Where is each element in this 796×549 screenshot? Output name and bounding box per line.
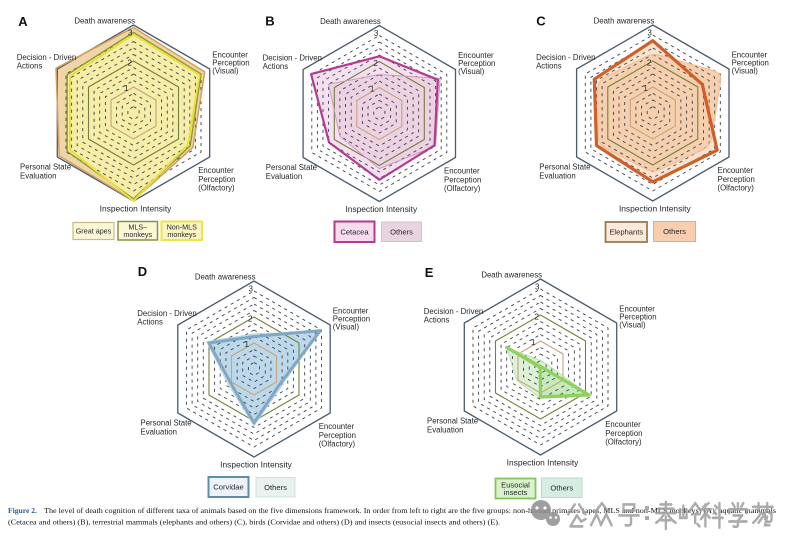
svg-text:Others: Others	[390, 227, 413, 236]
svg-text:Actions: Actions	[17, 61, 43, 70]
svg-text:A: A	[18, 14, 28, 29]
svg-text:Perception: Perception	[718, 175, 755, 184]
svg-text:Encounter: Encounter	[444, 167, 480, 176]
svg-text:Evaluation: Evaluation	[20, 171, 56, 180]
svg-text:Personal State: Personal State	[427, 417, 478, 426]
svg-text:Encounter: Encounter	[605, 420, 641, 429]
svg-text:(Visual): (Visual)	[732, 67, 759, 76]
svg-text:Others: Others	[550, 483, 573, 492]
svg-text:3: 3	[249, 285, 254, 294]
svg-text:Perception: Perception	[458, 59, 495, 68]
svg-text:Inspection Intensity: Inspection Intensity	[100, 204, 173, 214]
svg-text:Evaluation: Evaluation	[266, 172, 302, 181]
svg-text:Eusocial: Eusocial	[501, 480, 530, 489]
svg-text:3: 3	[535, 283, 540, 292]
svg-text:Evaluation: Evaluation	[427, 425, 463, 434]
svg-text:E: E	[425, 265, 434, 280]
svg-text:MLS–: MLS–	[128, 223, 147, 232]
svg-text:Perception: Perception	[319, 431, 356, 440]
svg-text:Encounter: Encounter	[718, 166, 754, 175]
svg-text:Death awareness: Death awareness	[195, 273, 256, 282]
svg-text:1: 1	[245, 340, 250, 349]
svg-text:Perception: Perception	[605, 429, 642, 438]
svg-text:Inspection Intensity: Inspection Intensity	[619, 204, 692, 214]
svg-text:Great apes: Great apes	[76, 227, 112, 236]
svg-text:Perception: Perception	[212, 58, 249, 67]
svg-text:Death awareness: Death awareness	[594, 17, 655, 26]
svg-text:1: 1	[643, 84, 648, 93]
svg-text:Encounter: Encounter	[319, 422, 355, 431]
svg-text:Decision - Driven: Decision - Driven	[263, 53, 322, 62]
svg-text:Corvidae: Corvidae	[213, 483, 243, 492]
svg-text:Decision - Driven: Decision - Driven	[17, 53, 76, 62]
svg-text:1: 1	[531, 338, 536, 347]
svg-text:monkeys: monkeys	[123, 230, 152, 239]
svg-text:(Olfactory): (Olfactory)	[198, 183, 235, 192]
svg-text:The level of death cognition o: The level of death cognition of differen…	[44, 506, 776, 515]
svg-text:Others: Others	[663, 227, 686, 236]
svg-text:Evaluation: Evaluation	[141, 427, 177, 436]
svg-text:Actions: Actions	[536, 61, 562, 70]
svg-text:Perception: Perception	[619, 312, 656, 321]
svg-text:Figure 2.: Figure 2.	[8, 506, 37, 515]
svg-text:2: 2	[535, 313, 540, 322]
svg-text:Inspection Intensity: Inspection Intensity	[220, 460, 293, 470]
svg-text:(Visual): (Visual)	[619, 321, 646, 330]
svg-text:Non-MLS: Non-MLS	[167, 223, 198, 232]
svg-text:Perception: Perception	[444, 175, 481, 184]
svg-text:Encounter: Encounter	[458, 51, 494, 60]
svg-text:Personal State: Personal State	[141, 419, 192, 428]
svg-text:(Visual): (Visual)	[458, 67, 485, 76]
svg-text:Evaluation: Evaluation	[539, 171, 575, 180]
svg-text:1: 1	[370, 85, 375, 94]
svg-text:Death awareness: Death awareness	[320, 17, 381, 26]
svg-text:Actions: Actions	[263, 62, 289, 71]
svg-text:Perception: Perception	[198, 175, 235, 184]
svg-text:Encounter: Encounter	[732, 51, 768, 60]
svg-text:(Visual): (Visual)	[333, 323, 360, 332]
svg-text:Perception: Perception	[732, 58, 769, 67]
svg-text:Cetacea: Cetacea	[340, 227, 369, 236]
svg-text:Decision - Driven: Decision - Driven	[536, 53, 595, 62]
svg-text:(Olfactory): (Olfactory)	[319, 439, 356, 448]
svg-text:Inspection Intensity: Inspection Intensity	[507, 458, 580, 468]
svg-text:2: 2	[248, 315, 253, 324]
svg-text:Encounter: Encounter	[198, 166, 234, 175]
svg-text:Encounter: Encounter	[212, 51, 248, 60]
svg-text:Decision - Driven: Decision - Driven	[424, 307, 483, 316]
svg-text:(Visual): (Visual)	[212, 67, 239, 76]
svg-text:3: 3	[374, 29, 379, 38]
svg-text:2: 2	[647, 59, 652, 68]
svg-text:Encounter: Encounter	[619, 305, 655, 314]
svg-text:2: 2	[128, 59, 133, 68]
svg-text:Actions: Actions	[424, 315, 450, 324]
svg-text:3: 3	[128, 29, 133, 38]
svg-text:Others: Others	[264, 483, 287, 492]
svg-text:B: B	[265, 14, 274, 29]
svg-text:C: C	[536, 14, 546, 29]
svg-text:Perception: Perception	[333, 314, 370, 323]
svg-text:Actions: Actions	[137, 317, 163, 326]
svg-text:(Olfactory): (Olfactory)	[444, 184, 481, 193]
svg-text:1: 1	[124, 84, 129, 93]
svg-text:Personal State: Personal State	[539, 163, 590, 172]
svg-text:monkeys: monkeys	[167, 230, 196, 239]
svg-text:Inspection Intensity: Inspection Intensity	[345, 204, 418, 214]
svg-text:(Olfactory): (Olfactory)	[718, 183, 755, 192]
svg-text:2: 2	[373, 59, 378, 68]
svg-text:Encounter: Encounter	[333, 307, 369, 316]
svg-text:D: D	[138, 264, 147, 279]
svg-text:(Cetacea and others) (B), terr: (Cetacea and others) (B), terrestrial ma…	[8, 518, 500, 527]
svg-text:insects: insects	[504, 488, 528, 497]
svg-text:3: 3	[647, 29, 652, 38]
svg-text:Decision - Driven: Decision - Driven	[137, 309, 196, 318]
svg-text:Elephants: Elephants	[609, 228, 643, 237]
svg-text:Death awareness: Death awareness	[74, 17, 135, 26]
svg-text:Death awareness: Death awareness	[481, 271, 542, 280]
svg-text:Personal State: Personal State	[20, 163, 71, 172]
svg-text:Personal State: Personal State	[266, 163, 317, 172]
svg-text:(Olfactory): (Olfactory)	[605, 437, 642, 446]
